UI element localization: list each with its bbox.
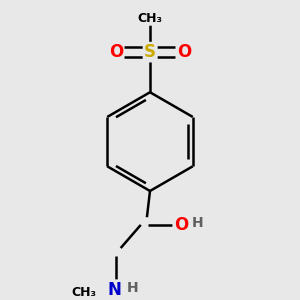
Text: CH₃: CH₃ bbox=[71, 286, 96, 299]
Text: O: O bbox=[109, 43, 123, 61]
Text: O: O bbox=[174, 216, 188, 234]
Text: N: N bbox=[108, 281, 122, 299]
Text: O: O bbox=[177, 43, 191, 61]
Text: H: H bbox=[192, 216, 204, 230]
Text: H: H bbox=[127, 281, 139, 295]
Text: CH₃: CH₃ bbox=[137, 12, 163, 25]
Text: S: S bbox=[144, 43, 156, 61]
